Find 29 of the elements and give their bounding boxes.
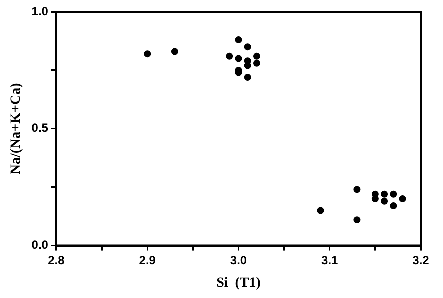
point — [381, 190, 388, 198]
point — [381, 198, 388, 205]
point — [354, 186, 361, 194]
point — [244, 74, 252, 81]
point — [171, 48, 178, 56]
x-tick-label: 3.0 — [230, 253, 248, 268]
point — [144, 50, 152, 58]
y-tick-label: 0.5 — [32, 121, 49, 136]
x-tick-label: 2.9 — [139, 253, 156, 268]
y-tick-label: 1.0 — [32, 4, 49, 18]
x-tick-label: 3.1 — [322, 253, 339, 268]
point — [399, 196, 406, 203]
point — [244, 44, 252, 51]
point — [235, 55, 242, 62]
point — [317, 207, 324, 214]
point — [390, 190, 398, 198]
point — [244, 62, 252, 70]
point — [372, 196, 379, 203]
point — [390, 202, 398, 210]
point — [253, 60, 260, 67]
point — [354, 216, 361, 224]
point — [235, 36, 242, 44]
point — [226, 52, 234, 60]
point — [253, 52, 260, 60]
x-axis-title: Si (T1) — [216, 276, 262, 292]
y-tick-label: 0.0 — [32, 238, 49, 252]
x-tick-label: 3.2 — [412, 253, 430, 268]
x-tick-label: 2.8 — [48, 253, 66, 268]
y-axis-title: Na/(Na+K+Ca) — [9, 82, 24, 175]
